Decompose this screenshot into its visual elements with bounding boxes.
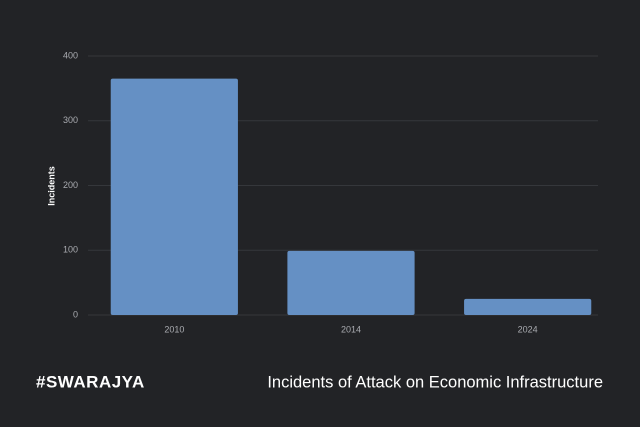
y-axis-label: Incidents [46, 166, 56, 206]
x-tick-label: 2014 [341, 324, 361, 334]
y-tick-label: 100 [63, 245, 78, 255]
x-tick-label: 2010 [164, 324, 184, 334]
y-tick-label: 300 [63, 115, 78, 125]
bar [110, 78, 238, 315]
y-tick-label: 400 [63, 50, 78, 60]
bar [287, 250, 415, 315]
y-tick-label: 200 [63, 180, 78, 190]
x-tick-label: 2024 [518, 324, 538, 334]
brand: #SWARAJYA [36, 372, 145, 391]
caption: Incidents of Attack on Economic Infrastr… [267, 373, 603, 391]
y-tick-label: 0 [73, 309, 78, 319]
bar [464, 298, 592, 315]
